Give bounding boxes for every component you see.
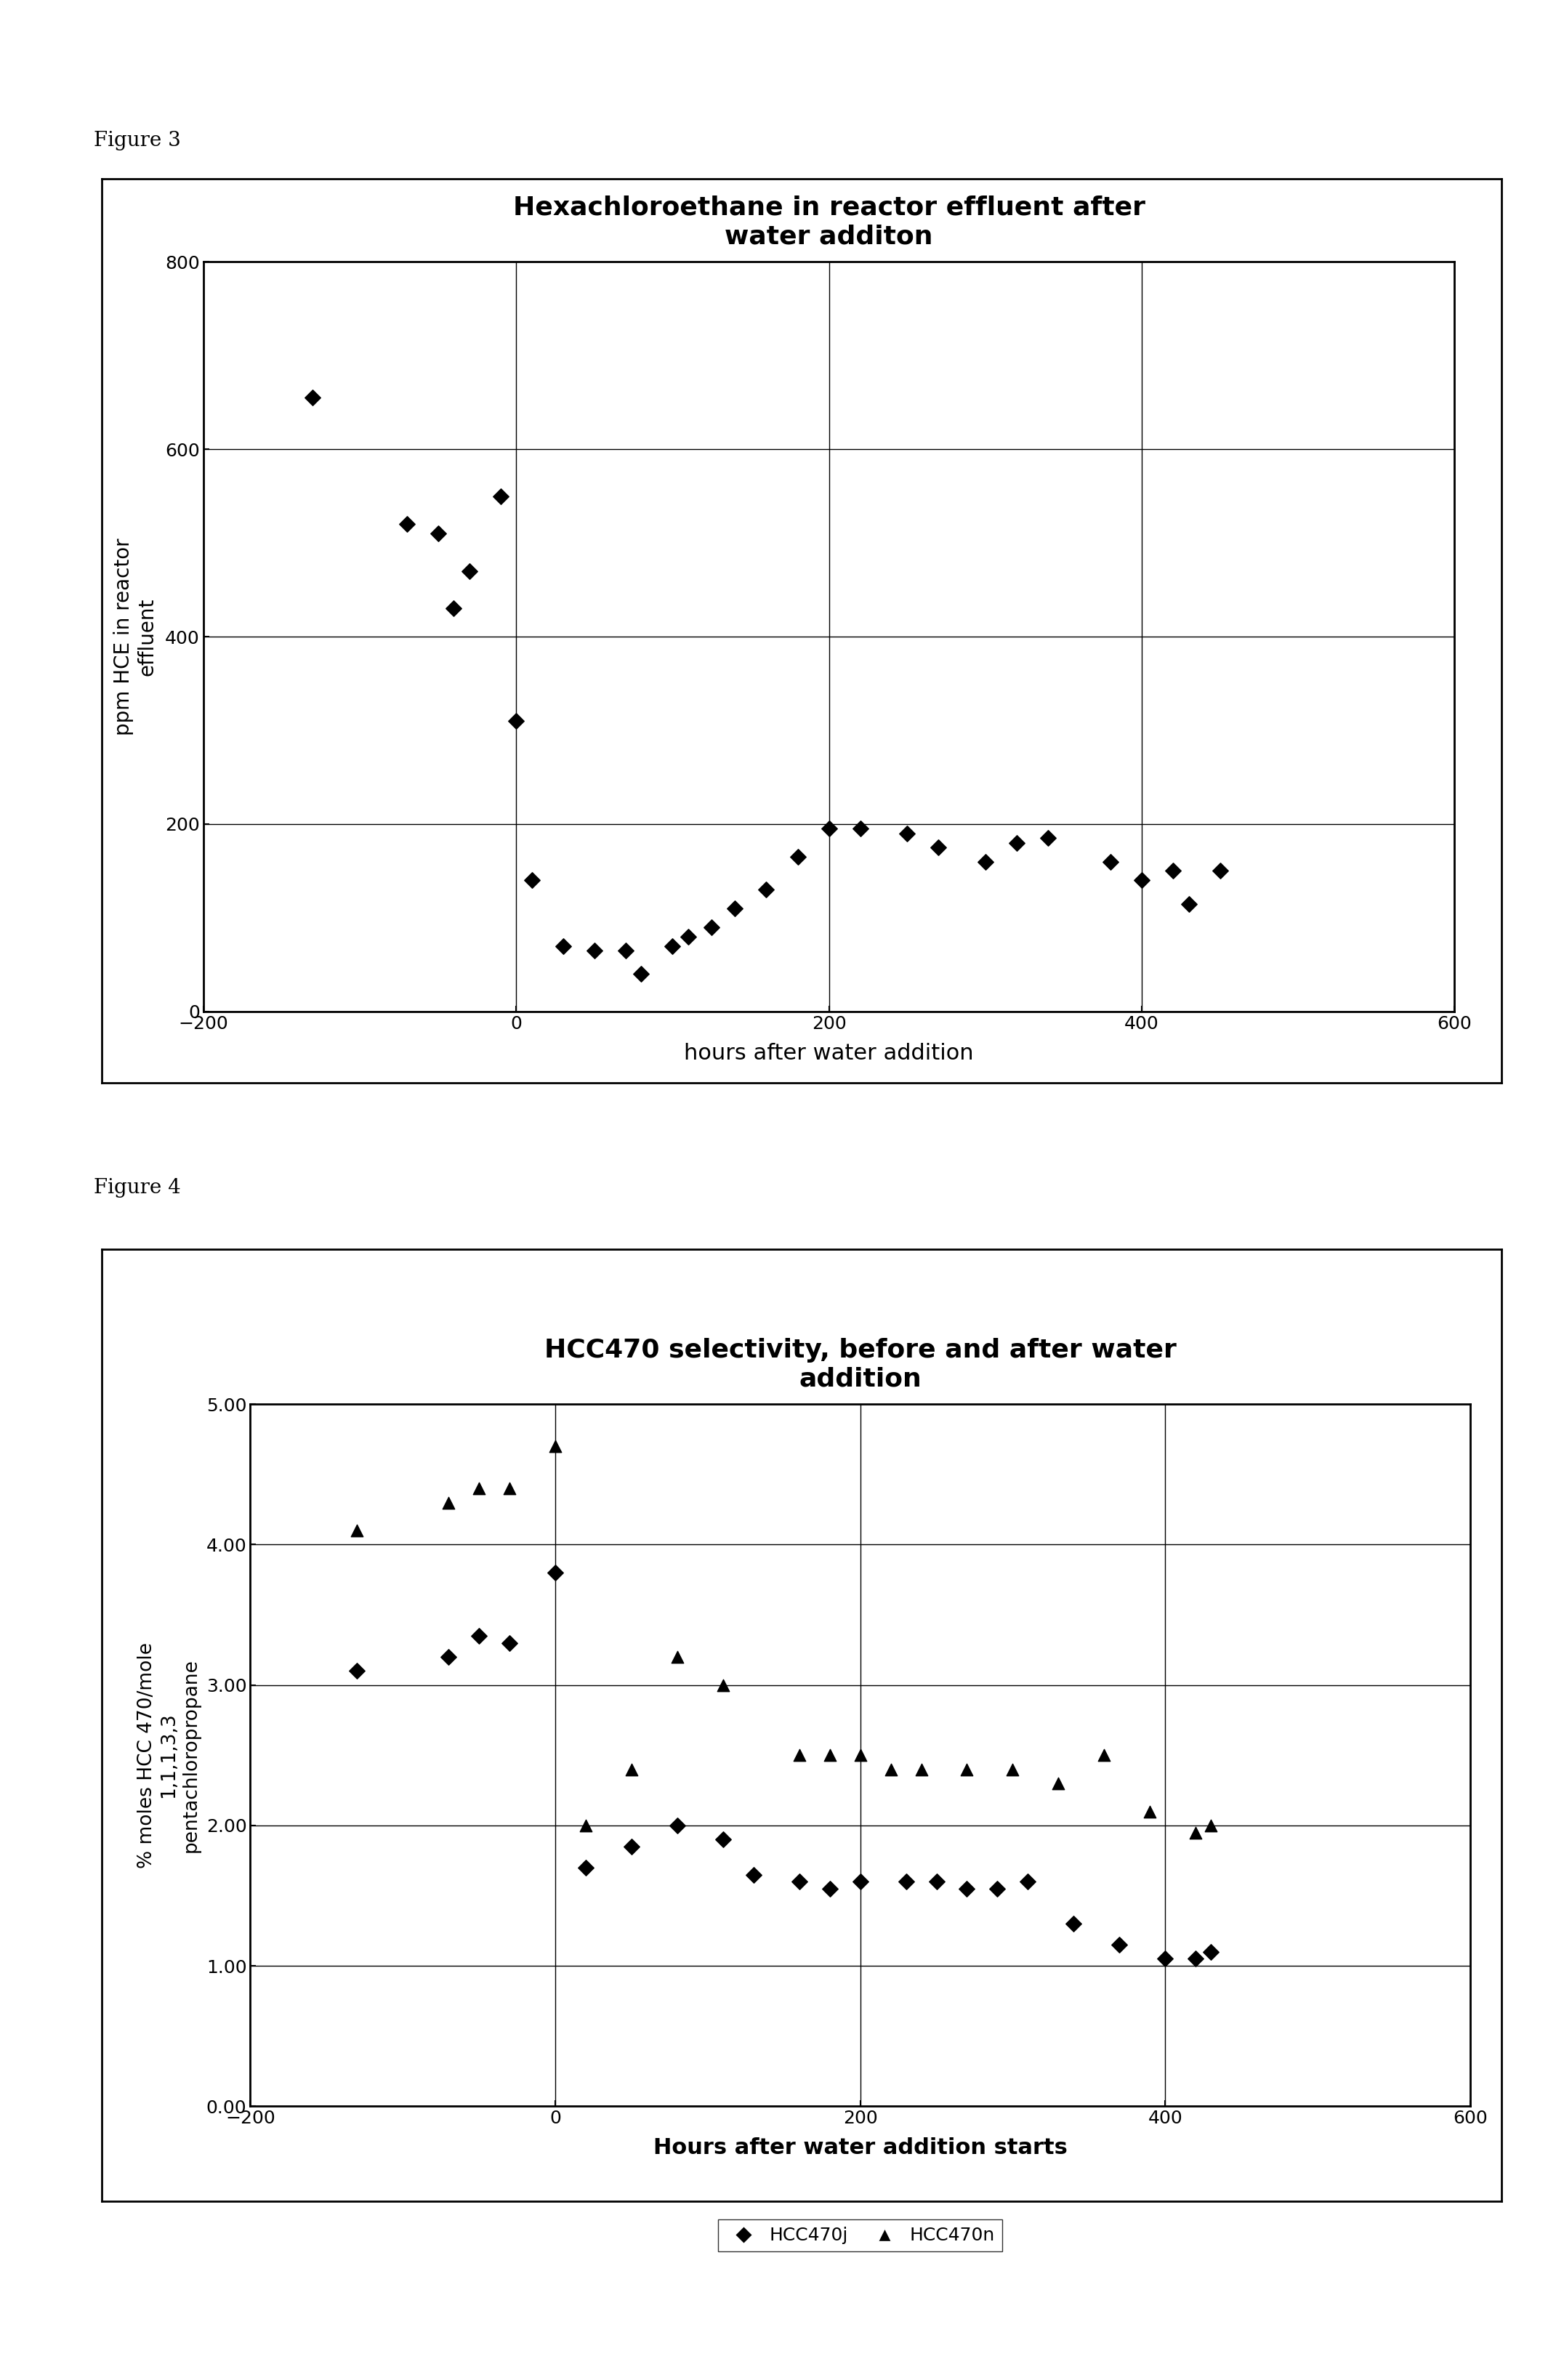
X-axis label: Hours after water addition starts: Hours after water addition starts (654, 2137, 1067, 2159)
HCC470n (436, 1483, 461, 1521)
HCC470n (710, 1666, 735, 1704)
Text: Figure 4: Figure 4 (94, 1178, 181, 1197)
HCC470n (787, 1737, 812, 1775)
HCC470j (436, 1637, 461, 1676)
Point (785, 838, 810, 876)
HCC470j (1198, 1933, 1223, 1971)
Point (300, 378, 325, 416)
Point (1004, 823, 1029, 862)
HCC470n (816, 1737, 841, 1775)
Point (699, 909, 724, 947)
Legend: HCC470j, HCC470n: HCC470j, HCC470n (718, 2221, 1003, 2251)
Point (1160, 852, 1186, 890)
Point (660, 926, 685, 964)
Point (1207, 852, 1232, 890)
HCC470j (741, 1856, 766, 1894)
HCC470n (497, 1468, 522, 1507)
HCC470j (985, 1871, 1010, 1909)
HCC470j (893, 1864, 918, 1902)
X-axis label: hours after water addition: hours after water addition (683, 1042, 974, 1064)
Point (973, 843, 998, 881)
HCC470n (543, 1428, 568, 1466)
Point (394, 505, 419, 543)
HCC470n (344, 1511, 369, 1549)
HCC470n (665, 1637, 690, 1676)
HCC470j (1015, 1864, 1040, 1902)
HCC470j (848, 1864, 873, 1902)
Point (551, 926, 576, 964)
Point (895, 814, 920, 852)
HCC470n (1198, 1806, 1223, 1844)
Point (848, 809, 873, 847)
Point (754, 871, 779, 909)
Point (926, 828, 951, 866)
Point (504, 702, 529, 740)
Point (1098, 843, 1123, 881)
HCC470j (787, 1864, 812, 1902)
HCC470n (1184, 1814, 1209, 1852)
Point (629, 954, 654, 992)
HCC470j (710, 1821, 735, 1859)
HCC470n (1137, 1792, 1162, 1830)
HCC470j (924, 1864, 949, 1902)
HCC470n (954, 1749, 979, 1787)
HCC470j (816, 1871, 841, 1909)
Point (676, 919, 701, 957)
HCC470j (665, 1806, 690, 1844)
HCC470j (619, 1828, 644, 1866)
HCC470n (466, 1468, 491, 1507)
HCC470j (954, 1871, 979, 1909)
HCC470n (1001, 1749, 1026, 1787)
Point (582, 931, 607, 969)
Text: Figure 3: Figure 3 (94, 131, 181, 150)
HCC470j (1184, 1940, 1209, 1978)
HCC470n (1092, 1737, 1117, 1775)
Point (488, 476, 513, 514)
Title: Hexachloroethane in reactor effluent after
water additon: Hexachloroethane in reactor effluent aft… (513, 195, 1145, 250)
HCC470j (543, 1554, 568, 1592)
HCC470j (344, 1652, 369, 1690)
Point (1129, 862, 1154, 900)
Point (457, 552, 482, 590)
HCC470n (909, 1749, 934, 1787)
Point (816, 809, 841, 847)
HCC470j (1107, 1925, 1132, 1963)
HCC470j (572, 1849, 597, 1887)
Y-axis label: ppm HCE in reactor
effluent: ppm HCE in reactor effluent (113, 538, 156, 735)
HCC470j (466, 1616, 491, 1654)
HCC470n (879, 1749, 904, 1787)
HCC470n (572, 1806, 597, 1844)
Point (1035, 819, 1060, 857)
Point (723, 890, 748, 928)
Point (425, 514, 450, 552)
Point (613, 931, 638, 969)
HCC470j (497, 1623, 522, 1661)
HCC470j (1060, 1904, 1085, 1942)
Point (519, 862, 544, 900)
Title: HCC470 selectivity, before and after water
addition: HCC470 selectivity, before and after wat… (544, 1338, 1176, 1392)
Point (1176, 885, 1201, 923)
HCC470j (1153, 1940, 1178, 1978)
HCC470n (619, 1749, 644, 1787)
HCC470n (848, 1737, 873, 1775)
HCC470n (1046, 1764, 1071, 1802)
Point (441, 590, 466, 628)
Y-axis label: % moles HCC 470/mole
1,1,1,3,3
pentachloropropane: % moles HCC 470/mole 1,1,1,3,3 pentachlo… (138, 1642, 200, 1868)
